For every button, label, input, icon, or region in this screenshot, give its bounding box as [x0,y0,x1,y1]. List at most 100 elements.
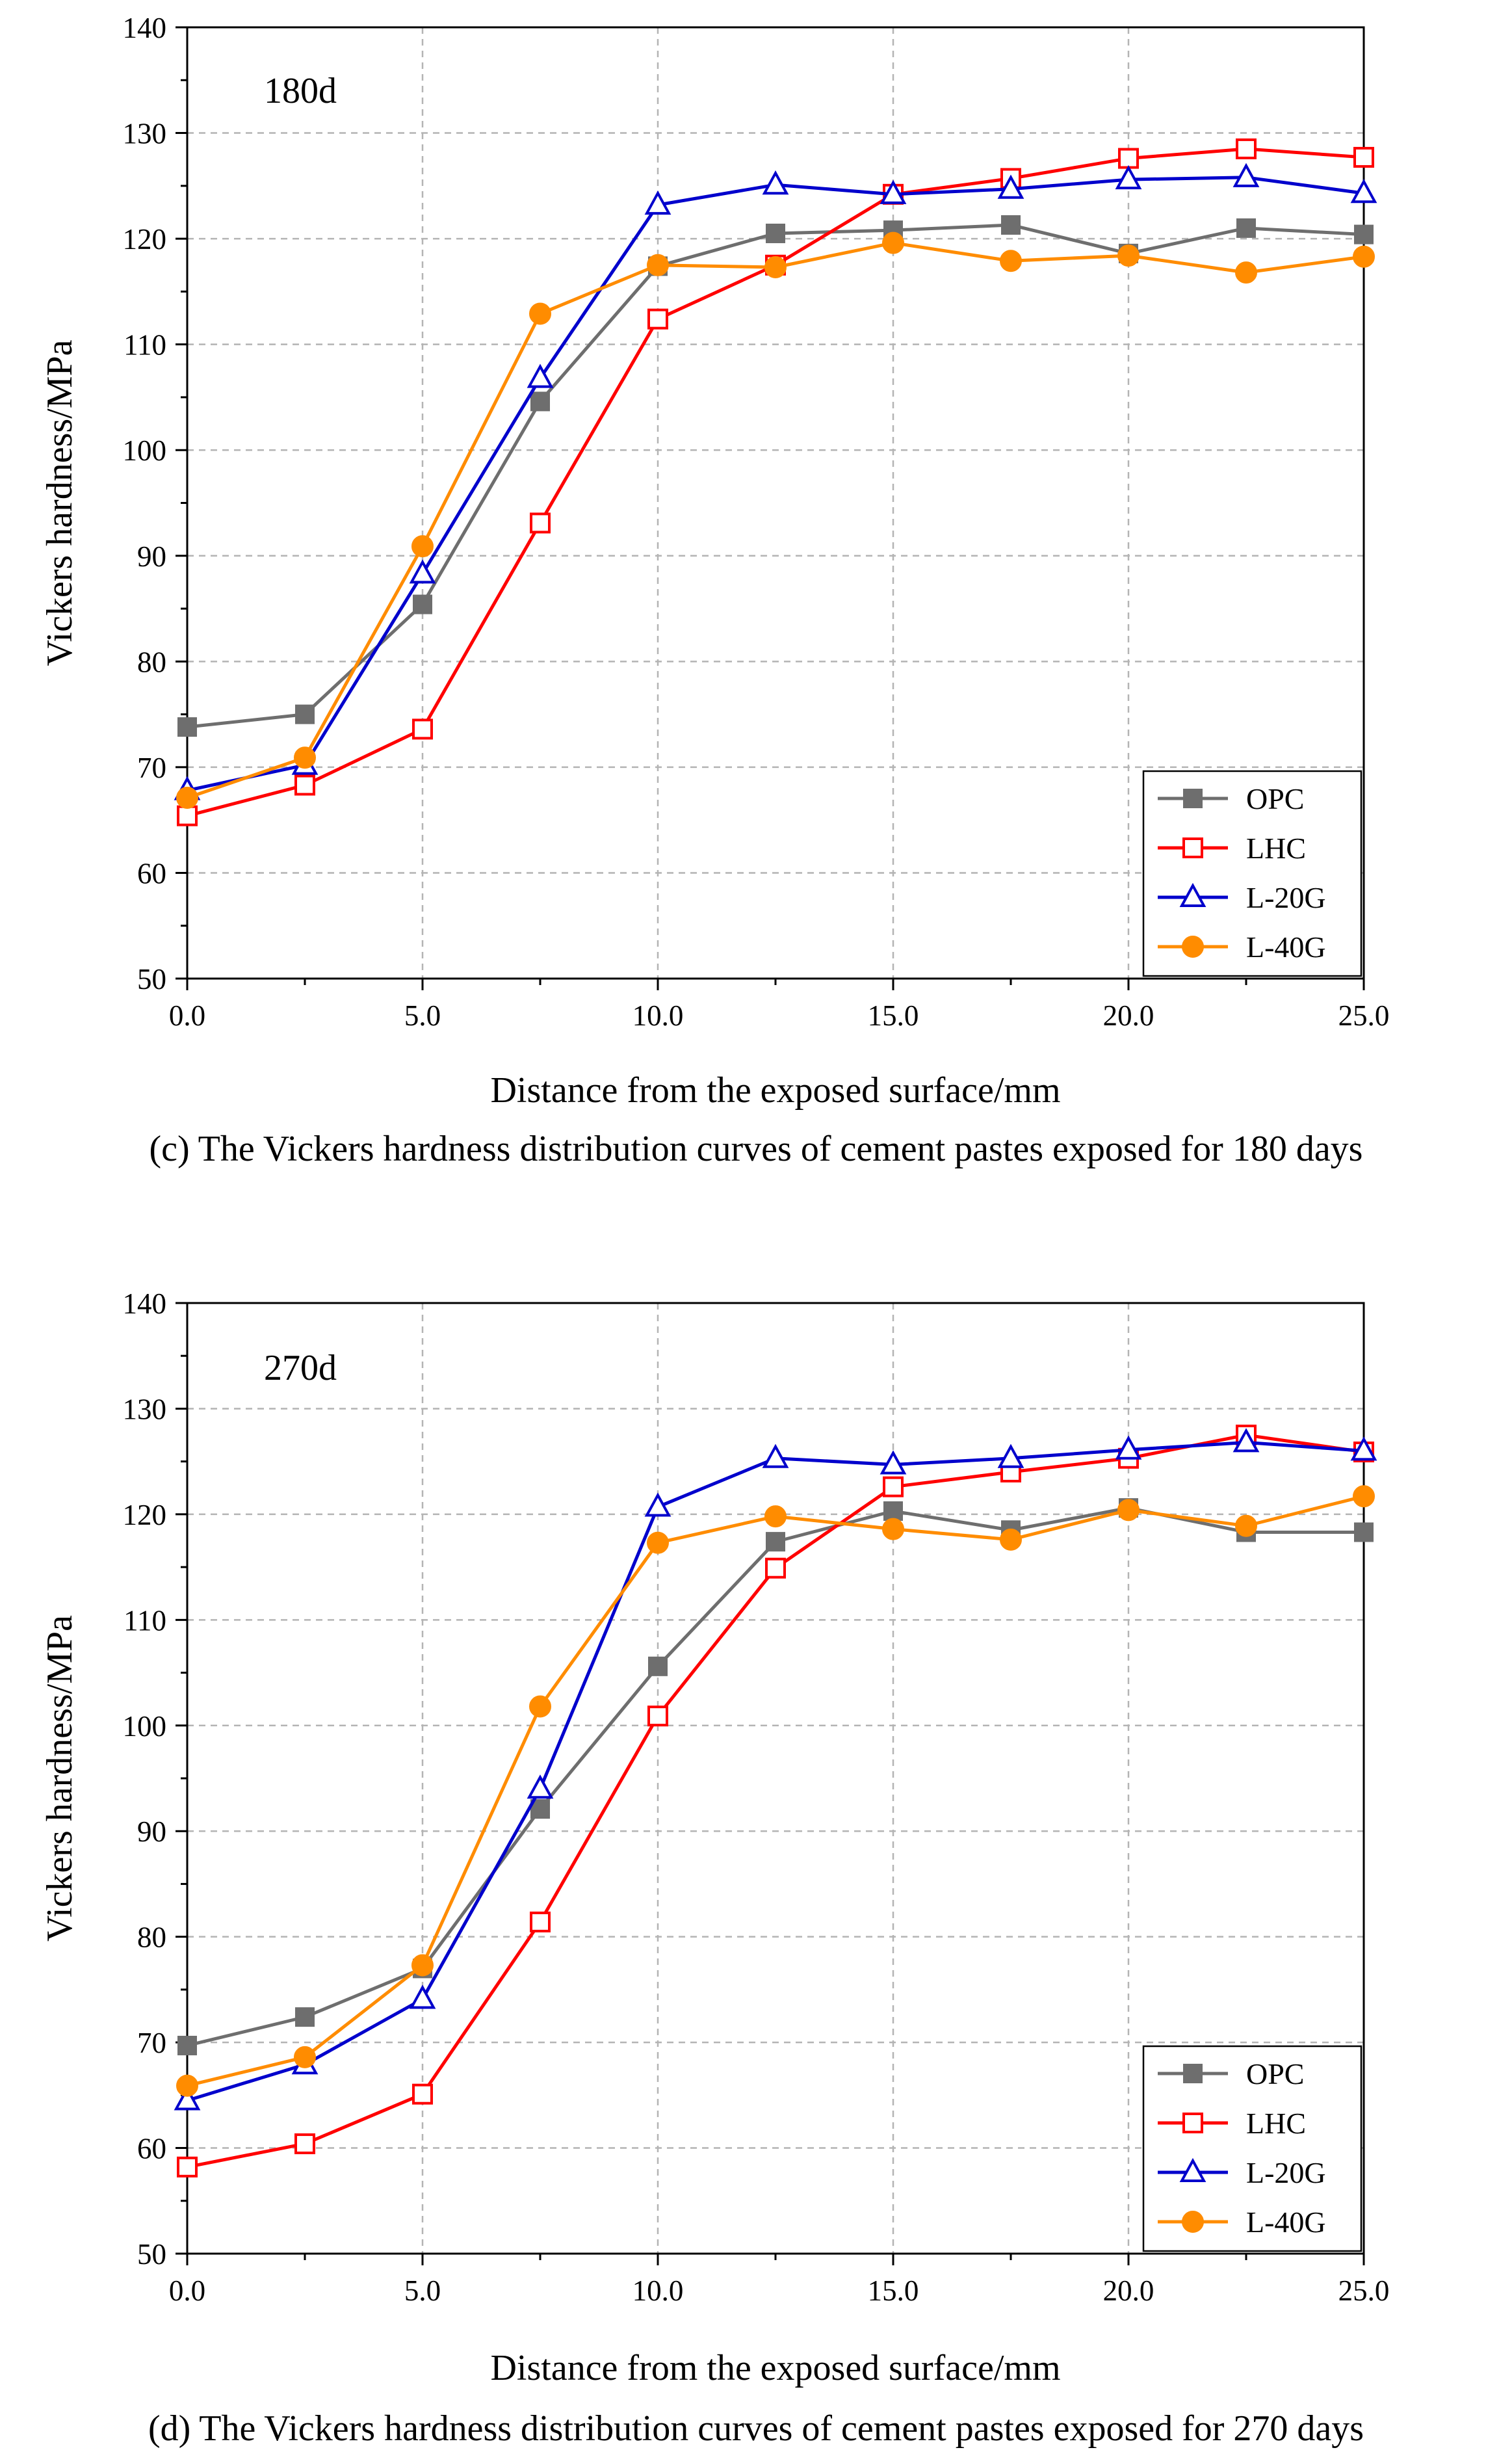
legend-box [1142,770,1362,977]
legend-marker [1182,936,1204,958]
data-point [529,302,551,325]
y-tick-label: 110 [124,329,166,362]
data-point [1117,1499,1140,1521]
legend-marker [1179,2157,1206,2182]
data-point [413,594,432,614]
legend-label: OPC [1246,2057,1304,2090]
y-tick-label: 120 [123,223,167,256]
y-tick-label: 110 [124,1604,166,1637]
x-tick-label: 5.0 [404,2274,441,2307]
y-tick-label: 100 [123,1710,167,1743]
data-point [1001,215,1021,235]
ticks: 0.0 5.0 10.0 15.0 20.0 25.0 50 60 70 80 90 100 110 12… [123,1287,1390,2307]
data-point [1000,250,1022,272]
panel-label: 180d [264,71,337,111]
legend-box [1142,2045,1362,2252]
data-point [1232,1428,1260,1453]
data-point [1235,1514,1257,1537]
legend-label: OPC [1246,782,1304,815]
data-point [1117,244,1140,267]
x-tick-label: 25.0 [1338,999,1390,1032]
data-point [644,190,671,215]
legend-label: LHC [1246,2107,1306,2140]
y-tick-label: 90 [137,1815,166,1848]
data-point [880,179,907,204]
data-point [177,2156,198,2178]
x-tick-label: 15.0 [868,2274,919,2307]
data-point [1353,1485,1375,1508]
data-point [176,2074,198,2097]
x-tick-label: 20.0 [1103,999,1154,1032]
data-point [411,1954,434,1977]
legend-label: LHC [1246,832,1306,865]
data-point [177,2035,197,2055]
data-point [294,2133,315,2155]
data-point [647,1706,668,1727]
y-tick-label: 90 [137,540,166,573]
data-point [1353,146,1374,168]
data-point [174,2086,201,2111]
data-point [766,223,785,243]
panel-label: 270d [264,1348,337,1388]
y-tick-label: 60 [137,857,166,889]
series-l-40g [176,1485,1375,2097]
y-tick-label: 70 [137,752,166,784]
y-tick-label: 130 [123,118,167,150]
data-point [766,1532,785,1552]
data-point [997,174,1024,199]
data-point [1236,218,1256,238]
data-point [529,1695,551,1718]
y-tick-label: 50 [137,963,166,995]
x-tick-label: 10.0 [632,2274,684,2307]
legend-marker [1182,2211,1204,2233]
data-point [294,746,316,769]
legend-label: L-20G [1246,881,1326,914]
data-point [1354,1522,1374,1542]
data-point [1118,148,1139,169]
y-axis-title: Vickers hardness/MPa [40,339,80,666]
y-tick-label: 140 [123,1287,167,1320]
x-tick-label: 10.0 [632,999,684,1032]
data-point [530,391,550,412]
data-point [1350,1436,1377,1461]
legend: OPC LHC L-20G L-40G [1142,770,1362,977]
y-axis-title: Vickers hardness/MPa [40,1615,80,1942]
x-axis-title: Distance from the exposed surface/mm [490,1070,1060,1111]
data-point [883,1476,904,1497]
data-point [1115,1435,1142,1460]
data-point [762,1443,789,1468]
data-point [1115,165,1142,190]
data-point [295,704,315,724]
data-point [412,718,433,740]
data-point [1236,138,1257,159]
figure-caption: (d) The Vickers hardness distribution cu… [148,2408,1364,2449]
y-tick-label: 60 [137,2133,166,2165]
legend-marker [1182,837,1203,858]
legend-label: L-40G [1246,930,1326,964]
data-point [1350,179,1377,204]
data-point [176,787,198,810]
data-point [527,1774,554,1799]
series-opc [177,215,1374,737]
x-tick-label: 5.0 [404,999,441,1032]
data-point [177,717,197,737]
data-point [883,1501,903,1521]
data-point [1000,1528,1022,1551]
data-point [644,1492,671,1517]
data-point [880,1450,907,1475]
series-line [187,147,1364,818]
data-point [764,256,787,279]
y-tick-label: 100 [123,434,167,467]
legend-label: L-40G [1246,2206,1326,2239]
series-l-40g [176,231,1375,810]
data-point [1353,245,1375,268]
data-point [997,1443,1024,1468]
data-point [1232,163,1260,187]
data-point [409,1984,436,2009]
data-point [409,559,436,584]
data-point [177,805,198,826]
series-line [187,1506,1364,2048]
data-point [648,1656,668,1676]
data-point [882,1518,904,1540]
